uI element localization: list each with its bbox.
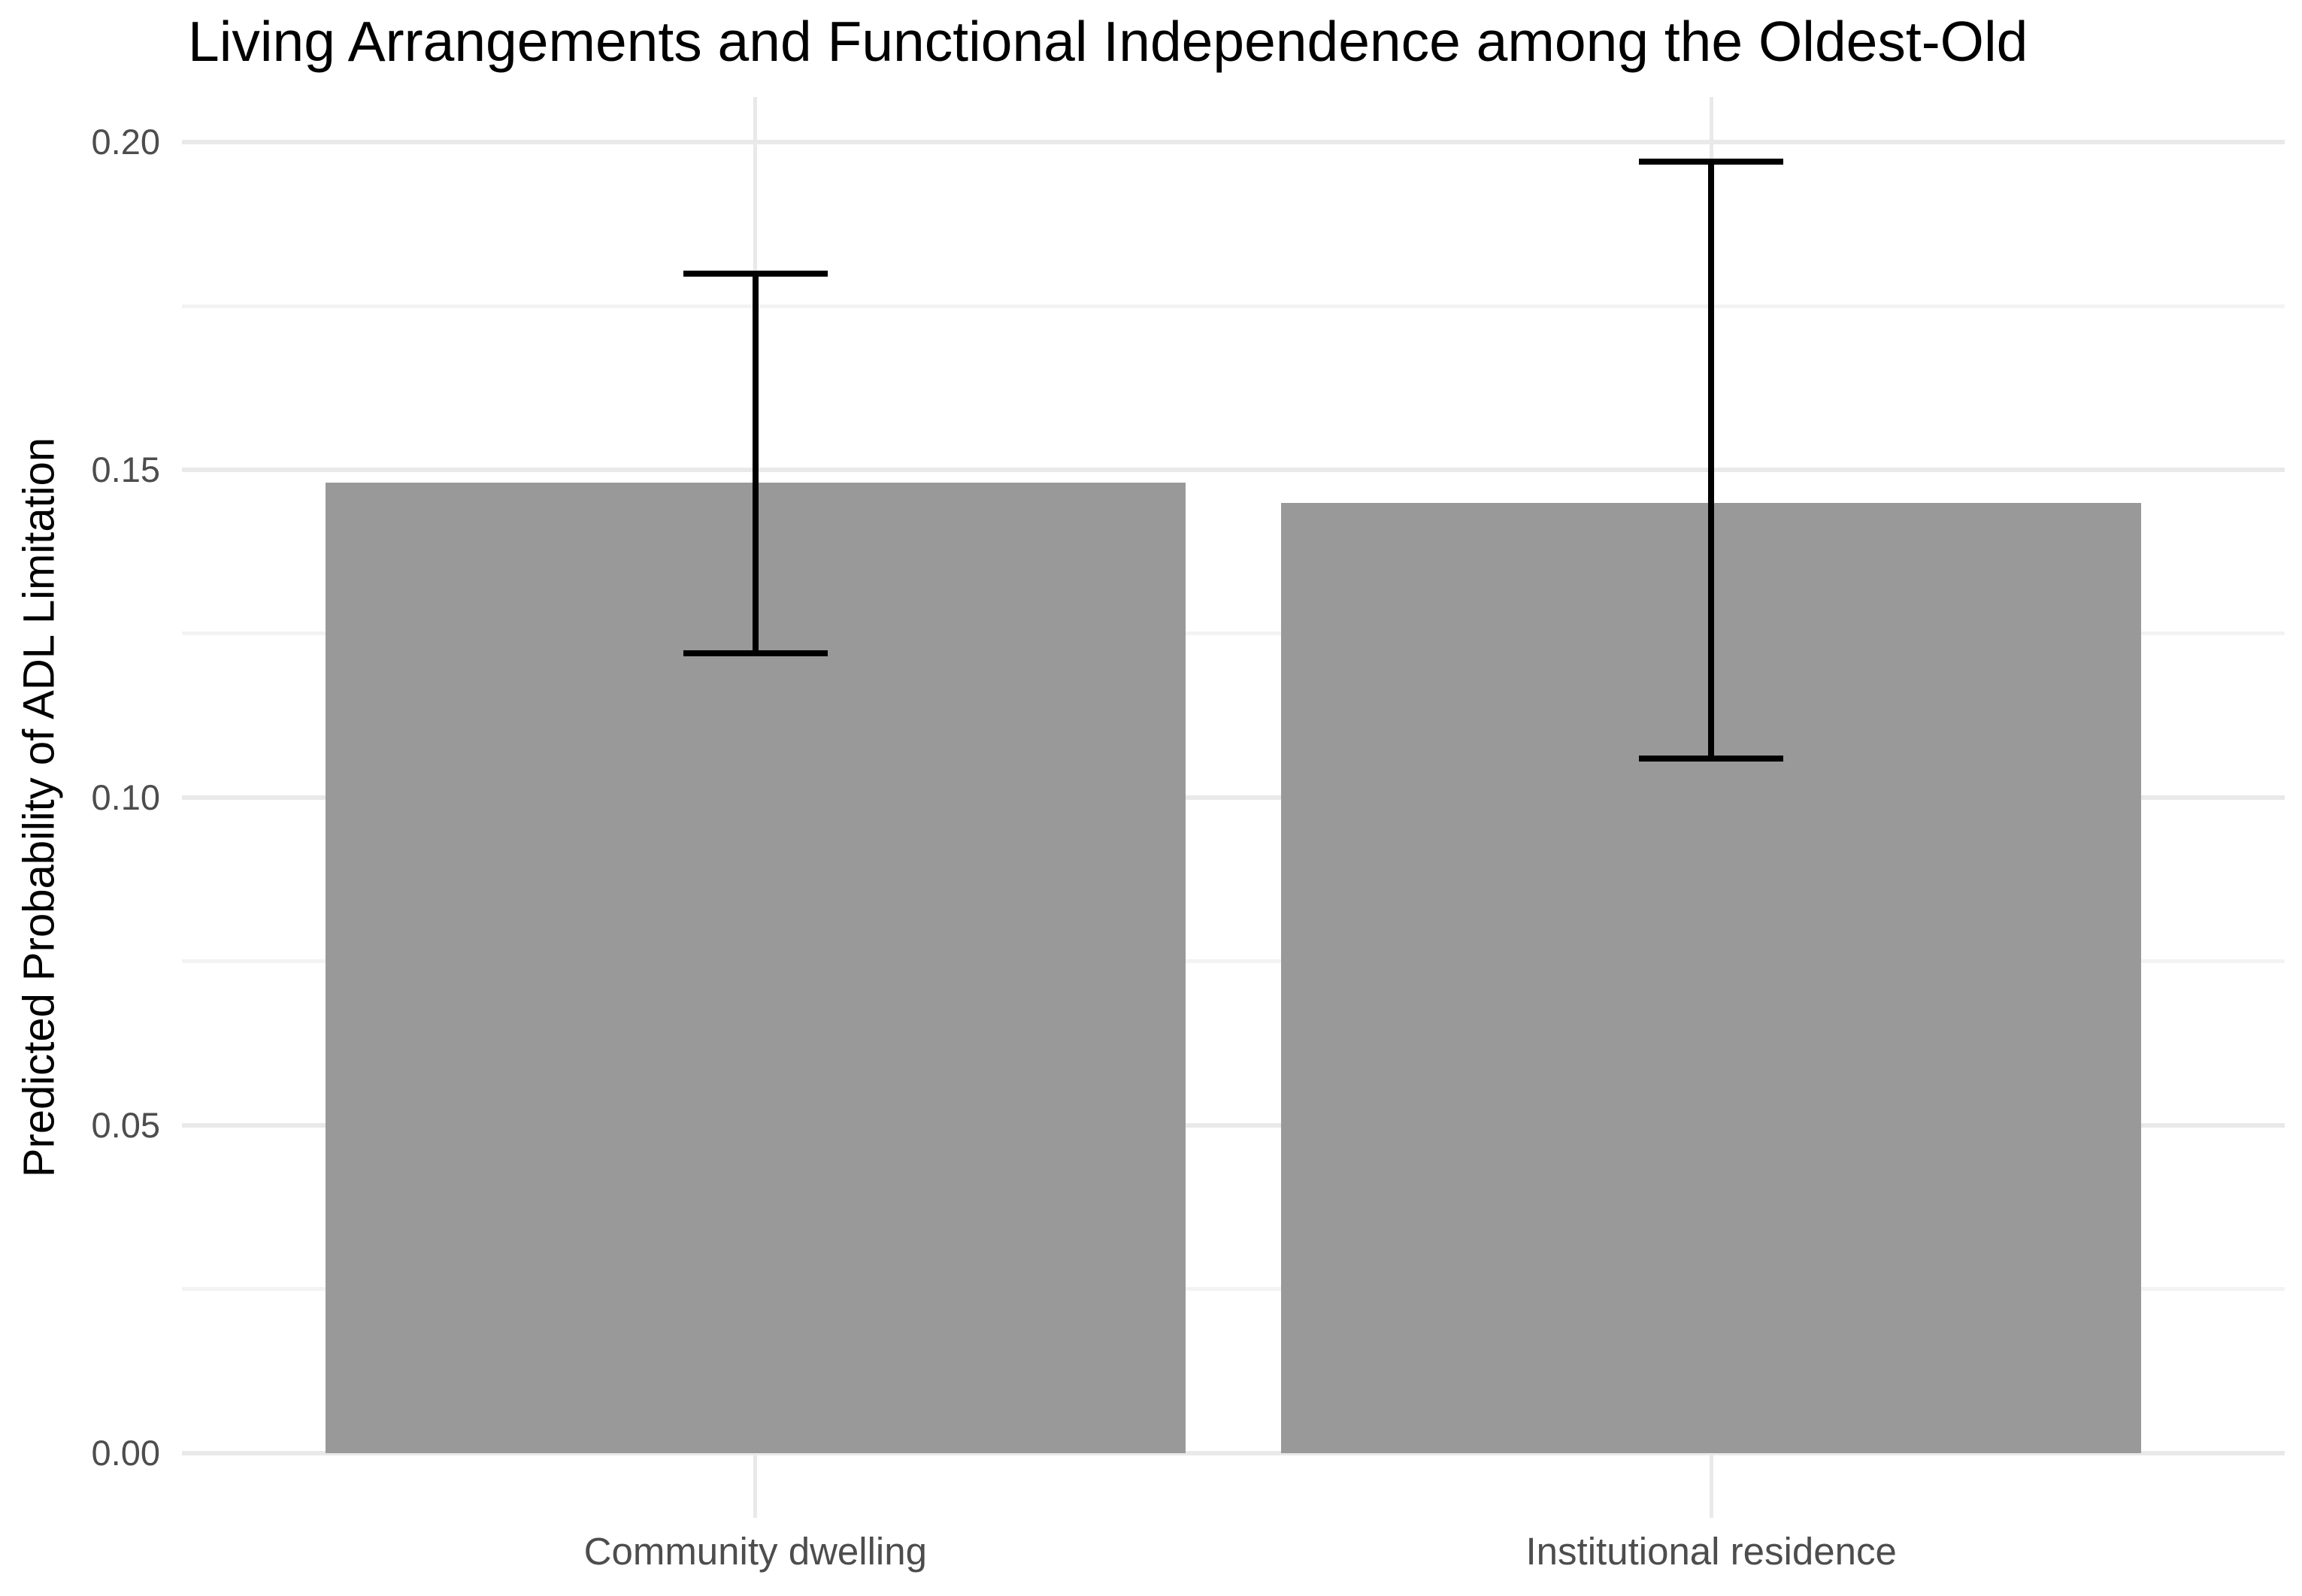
gridline-minor (182, 959, 2285, 964)
plot-panel (182, 97, 2285, 1518)
gridline-major (182, 1122, 2285, 1128)
error-bar-cap-bottom (1639, 755, 1784, 762)
gridline-minor (182, 1287, 2285, 1292)
gridline-major (182, 795, 2285, 800)
error-bar-cap-top (1639, 159, 1784, 165)
y-tick-label: 0.15 (91, 450, 160, 490)
y-tick-label: 0.05 (91, 1104, 160, 1145)
error-bar-cap-top (683, 270, 828, 277)
error-bar-stem (752, 273, 759, 654)
gridline-major (182, 468, 2285, 473)
y-tick-label: 0.00 (91, 1432, 160, 1473)
x-category-label: Community dwelling (583, 1530, 927, 1573)
error-bar-cap-bottom (683, 650, 828, 657)
gridline-minor (182, 631, 2285, 636)
gridline-minor (182, 304, 2285, 308)
gridline-major (182, 1450, 2285, 1455)
y-tick-label: 0.10 (91, 777, 160, 817)
gridline-major (182, 140, 2285, 145)
chart-title: Living Arrangements and Functional Indep… (188, 10, 2028, 73)
error-bar-stem (1708, 162, 1715, 759)
y-tick-label: 0.20 (91, 122, 160, 162)
x-category-label: Institutional residence (1525, 1530, 1897, 1573)
